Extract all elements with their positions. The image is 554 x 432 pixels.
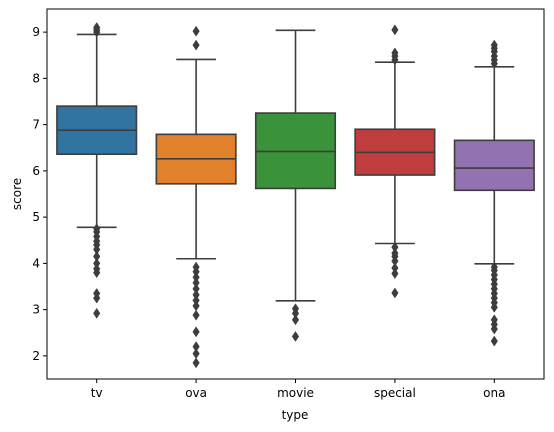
x-tick-label: movie [277,386,314,400]
outlier-point [490,314,498,326]
outlier-point [192,25,200,37]
outlier-point [192,283,200,295]
x-tick-label: ona [483,386,505,400]
outlier-point [192,277,200,289]
outlier-point [192,289,200,301]
outlier-point [93,287,101,299]
y-tick-label: 5 [32,210,40,224]
y-axis: 2 3 4 5 6 7 8 9 [32,25,47,363]
outlier-point [192,326,200,338]
outlier-point [93,250,101,262]
outlier-point [391,24,399,36]
iqr-box [453,139,535,192]
x-axis-label: type [282,408,309,422]
box-movie [254,29,337,342]
outlier-point [192,294,200,306]
outlier-point [391,262,399,274]
outlier-point [192,271,200,283]
outlier-point [192,309,200,321]
outlier-point [93,307,101,319]
y-tick-label: 9 [32,25,40,39]
outlier-point [93,223,101,235]
outlier-point [391,241,399,253]
outlier-point [391,247,399,259]
outlier-point [192,348,200,360]
outlier-point [391,287,399,299]
box-tv [56,22,138,319]
y-tick-label: 3 [32,303,40,317]
outlier-point [192,39,200,51]
boxes-layer [56,22,535,369]
outlier-point [291,314,300,326]
x-axis: tv ova movie special ona [91,379,505,400]
y-tick-label: 7 [32,118,40,132]
x-tick-label: special [374,386,416,400]
box-ona [453,39,535,347]
outlier-point [490,261,498,273]
outlier-point [93,257,101,269]
x-tick-label: ova [185,386,207,400]
box-ova [155,25,237,369]
outlier-point [192,341,200,353]
outlier-point [192,261,200,273]
y-tick-label: 2 [32,349,40,363]
outlier-point [291,303,300,315]
outlier-point [192,300,200,312]
outlier-point [192,357,200,369]
outlier-point [490,39,498,51]
outlier-point [391,268,399,280]
box-special [354,24,436,299]
outlier-point [93,22,101,33]
y-tick-label: 8 [32,71,40,85]
y-tick-label: 6 [32,164,40,178]
outlier-point [391,47,399,59]
outlier-point [93,263,101,275]
outlier-point [490,335,498,347]
y-axis-label: score [10,178,24,210]
y-tick-label: 4 [32,256,40,270]
x-tick-label: tv [91,386,103,400]
outlier-point [291,330,300,342]
